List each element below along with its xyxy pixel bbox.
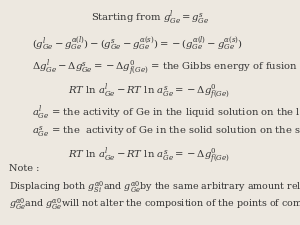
Text: $(g^{l}_{Ge} - g^{\alpha(l)}_{Ge}) - (g^{s}_{Ge} - g^{\alpha(s)}_{Ge}) = -(g^{\a: $(g^{l}_{Ge} - g^{\alpha(l)}_{Ge}) - (g^… xyxy=(32,34,244,52)
Text: Note :: Note : xyxy=(9,164,39,173)
Text: $\Delta g^{l}_{Ge} - \Delta g^{s}_{Ge} = -\Delta g^{0}_{f(Ge)}$ = the Gibbs ener: $\Delta g^{l}_{Ge} - \Delta g^{s}_{Ge} =… xyxy=(32,58,298,78)
Text: $a^{s}_{Ge}$ = the  activity of Ge in the solid solution on the solidus: $a^{s}_{Ge}$ = the activity of Ge in the… xyxy=(32,125,300,139)
Text: Displacing both $g^{\alpha 0}_{Si}$and $g^{\alpha 0}_{Ge}$by the same arbitrary : Displacing both $g^{\alpha 0}_{Si}$and $… xyxy=(9,180,300,195)
Text: $g^{\alpha 0}_{Ge}$and $g^{\alpha 0}_{Ge}$will not alter the composition of the : $g^{\alpha 0}_{Ge}$and $g^{\alpha 0}_{Ge… xyxy=(9,197,300,212)
Text: $RT$ ln $a^{l}_{Ge} - RT$ ln $a^{s}_{Ge} = -\Delta g^{0}_{f(Ge)}$: $RT$ ln $a^{l}_{Ge} - RT$ ln $a^{s}_{Ge}… xyxy=(68,147,230,166)
Text: Starting from $g^{l}_{Ge} = g^{s}_{Ge}$: Starting from $g^{l}_{Ge} = g^{s}_{Ge}$ xyxy=(91,10,210,27)
Text: $a^{l}_{Ge}$ = the activity of Ge in the liquid solution on the liquidus: $a^{l}_{Ge}$ = the activity of Ge in the… xyxy=(32,105,300,122)
Text: $RT$ ln $a^{l}_{Ge} - RT$ ln $a^{s}_{Ge} = -\Delta g^{0}_{f(Ge)}$: $RT$ ln $a^{l}_{Ge} - RT$ ln $a^{s}_{Ge}… xyxy=(68,83,230,102)
